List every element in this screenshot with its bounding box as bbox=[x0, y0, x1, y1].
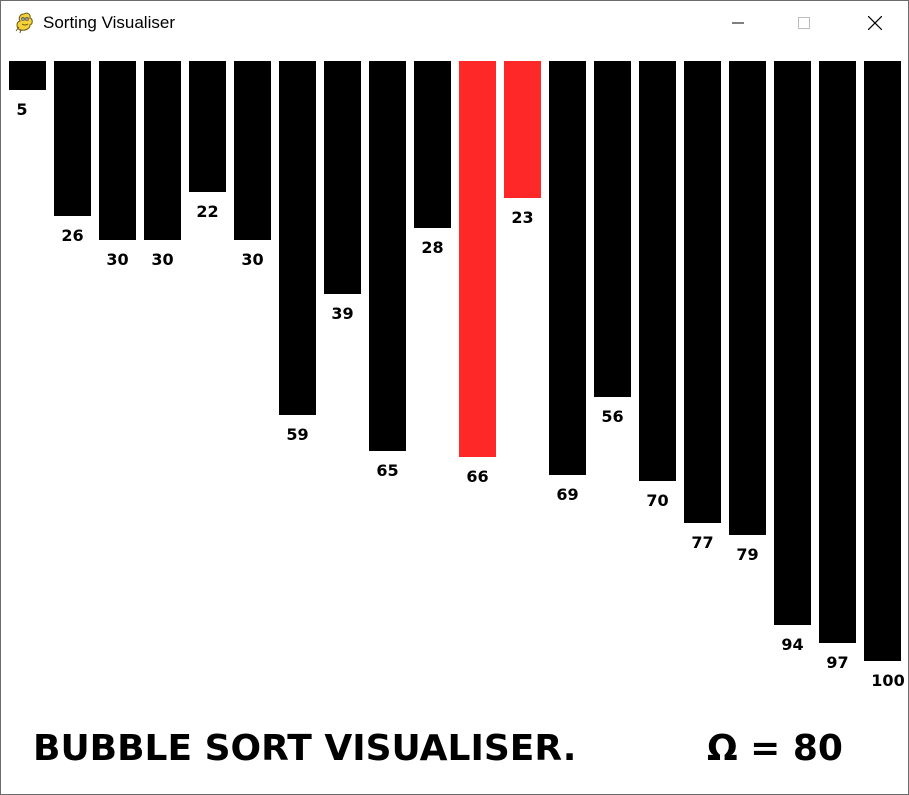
minimize-icon bbox=[732, 17, 744, 29]
bar-20 bbox=[864, 61, 901, 661]
bar-value-label: 30 bbox=[151, 250, 174, 269]
bar-value-label: 69 bbox=[556, 485, 579, 504]
bar-2 bbox=[54, 61, 91, 216]
bar-13 bbox=[549, 61, 586, 475]
minimize-button[interactable] bbox=[715, 1, 761, 45]
omega-counter: Ω = 80 bbox=[707, 728, 843, 769]
bar-4 bbox=[144, 61, 181, 240]
algorithm-title: BUBBLE SORT VISUALISER. bbox=[33, 728, 577, 769]
maximize-button[interactable] bbox=[781, 1, 827, 45]
bar-value-label: 65 bbox=[376, 461, 399, 480]
bar-value-label: 97 bbox=[826, 653, 849, 672]
bar-value-label: 23 bbox=[511, 208, 534, 227]
pygame-snake-icon bbox=[13, 10, 37, 34]
sort-canvas: 5 26 30 30 22 30 59 39 65 28 66 23 69 56 70 77 79 94 97 100 bbox=[1, 45, 908, 794]
bar-3 bbox=[99, 61, 136, 240]
bar-value-label: 5 bbox=[16, 100, 28, 119]
title-bar[interactable]: Sorting Visualiser bbox=[1, 1, 908, 45]
bar-value-label: 30 bbox=[106, 250, 129, 269]
bar-9 bbox=[369, 61, 406, 451]
bar-value-label: 22 bbox=[196, 202, 219, 221]
window-title: Sorting Visualiser bbox=[43, 13, 175, 32]
bar-value-label: 28 bbox=[421, 238, 444, 257]
bar-value-label: 30 bbox=[241, 250, 264, 269]
bar-6 bbox=[234, 61, 271, 240]
bar-12 bbox=[504, 61, 541, 198]
bar-value-label: 56 bbox=[601, 407, 624, 426]
bar-17 bbox=[729, 61, 766, 535]
close-button[interactable] bbox=[852, 1, 898, 45]
maximize-icon bbox=[798, 17, 810, 29]
bar-value-label: 66 bbox=[466, 467, 489, 486]
bar-18 bbox=[774, 61, 811, 625]
bar-14 bbox=[594, 61, 631, 397]
bar-value-label: 39 bbox=[331, 304, 354, 323]
bar-1 bbox=[9, 61, 46, 90]
bar-value-label: 94 bbox=[781, 635, 804, 654]
bar-11 bbox=[459, 61, 496, 457]
bar-value-label: 77 bbox=[691, 533, 714, 552]
bar-value-label: 79 bbox=[736, 545, 759, 564]
bar-value-label: 59 bbox=[286, 425, 309, 444]
bar-16 bbox=[684, 61, 721, 523]
bar-15 bbox=[639, 61, 676, 481]
bar-value-label: 26 bbox=[61, 226, 84, 245]
bar-value-label: 100 bbox=[871, 671, 905, 690]
bar-8 bbox=[324, 61, 361, 294]
bar-10 bbox=[414, 61, 451, 228]
close-icon bbox=[868, 16, 882, 30]
bar-value-label: 70 bbox=[646, 491, 669, 510]
bar-5 bbox=[189, 61, 226, 192]
bar-7 bbox=[279, 61, 316, 415]
bar-19 bbox=[819, 61, 856, 643]
